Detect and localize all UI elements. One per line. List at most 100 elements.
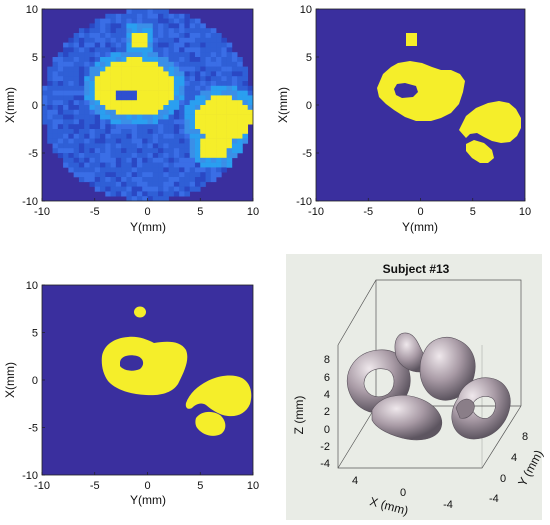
heatmap-cell — [78, 167, 85, 173]
heatmap-cell — [179, 52, 185, 58]
heatmap-cell — [216, 57, 222, 63]
heatmap-cell — [184, 33, 191, 39]
panel-top-right: -10 -5 0 5 10 10 5 0 -5 -10 Y(mm) X(mm) — [276, 4, 531, 234]
heatmap-cell — [68, 162, 74, 168]
heatmap-cell — [142, 143, 148, 149]
heatmap-cell — [163, 47, 169, 53]
heatmap-cell — [121, 129, 127, 135]
heatmap-cell — [221, 81, 227, 87]
heatmap-cell — [47, 119, 53, 125]
heatmap-cell — [173, 81, 180, 87]
heatmap-cell — [147, 90, 154, 96]
heatmap-cell — [94, 186, 101, 192]
heatmap-cell — [73, 148, 80, 154]
heatmap-cell — [237, 143, 243, 149]
heatmap-cell — [205, 109, 212, 115]
heatmap-cell — [105, 172, 111, 178]
x-tick-label: 0 — [144, 206, 150, 218]
heatmap-cell — [194, 186, 201, 192]
heatmap-cell — [200, 105, 206, 111]
heatmap-cell — [105, 66, 111, 72]
heatmap-cell — [168, 37, 175, 43]
heatmap-cell — [163, 177, 169, 183]
heatmap-cell — [221, 148, 227, 154]
heatmap-cell — [126, 105, 132, 111]
heatmap-cell — [221, 129, 227, 135]
heatmap-cell — [73, 47, 80, 53]
heatmap-cell — [147, 157, 154, 163]
heatmap-cell — [158, 85, 164, 91]
heatmap-cell — [242, 119, 249, 125]
heatmap-cell — [121, 157, 127, 163]
heatmap-cell — [68, 71, 74, 77]
y-tick-label: 10 — [26, 4, 38, 16]
heatmap-cell — [105, 61, 111, 67]
heatmap-cell — [173, 33, 180, 39]
heatmap-cell — [194, 177, 201, 183]
heatmap-cell — [110, 33, 117, 39]
heatmap-cell — [221, 37, 227, 43]
heatmap-cell — [179, 191, 185, 197]
heatmap-cell — [194, 23, 201, 29]
heatmap-cell — [94, 162, 101, 168]
heatmap-cell — [168, 57, 175, 63]
heatmap-cell — [100, 181, 106, 187]
heatmap-cell — [200, 52, 206, 58]
heatmap-cell — [158, 47, 164, 53]
heatmap-cell — [221, 162, 227, 168]
heatmap-cell — [200, 33, 206, 39]
heatmap-cell — [142, 119, 148, 125]
heatmap-cell — [163, 61, 169, 67]
heatmap-cell — [163, 90, 169, 96]
heatmap-cell — [231, 109, 238, 115]
heatmap-cell — [131, 129, 138, 135]
heatmap-cell — [200, 42, 206, 48]
heatmap-cell — [189, 66, 196, 72]
heatmap-cell — [168, 129, 175, 135]
heatmap-cell — [142, 153, 148, 159]
heatmap-cell — [78, 71, 85, 77]
heatmap-cell — [221, 71, 227, 77]
heatmap-cell — [200, 37, 206, 43]
heatmap-cell — [89, 57, 96, 63]
heatmap-cell — [163, 33, 169, 39]
heatmap-cell — [194, 85, 201, 91]
heatmap-cell — [110, 162, 117, 168]
heatmap-cell — [68, 138, 74, 144]
heatmap-cell — [105, 181, 111, 187]
heatmap-cell — [152, 153, 159, 159]
x-tick-label: 10 — [247, 480, 259, 492]
heatmap-cell — [63, 114, 69, 120]
heatmap-cell — [242, 85, 249, 91]
heatmap-cell — [210, 71, 217, 77]
heatmap-cell — [147, 109, 154, 115]
heatmap-cell — [158, 90, 164, 96]
heatmap-cell — [142, 172, 148, 178]
heatmap-cell — [126, 196, 132, 201]
heatmap-cell — [47, 124, 53, 130]
heatmap-cell — [168, 90, 175, 96]
heatmap-cell — [84, 124, 90, 130]
heatmap-cell — [110, 85, 117, 91]
heatmap-cell — [84, 129, 90, 135]
heatmap-cell — [105, 23, 111, 29]
heatmap-cell — [226, 153, 233, 159]
heatmap-cell — [136, 177, 143, 183]
heatmap-cell — [179, 90, 185, 96]
heatmap-cell — [221, 42, 227, 48]
heatmap-cell — [184, 119, 191, 125]
heatmap-cell — [221, 124, 227, 130]
heatmap-cell — [147, 129, 154, 135]
heatmap-cell — [63, 85, 69, 91]
heatmap-cell — [57, 114, 64, 120]
heatmap-cell — [121, 90, 127, 96]
heatmap-cell — [52, 124, 59, 130]
heatmap-cell — [84, 28, 90, 34]
heatmap-cell — [121, 114, 127, 120]
heatmap-cell — [242, 90, 249, 96]
heatmap-cell — [105, 191, 111, 197]
heatmap-cell — [136, 90, 143, 96]
heatmap-cell — [47, 105, 53, 111]
heatmap-cell — [168, 167, 175, 173]
heatmap-cell — [147, 37, 154, 43]
